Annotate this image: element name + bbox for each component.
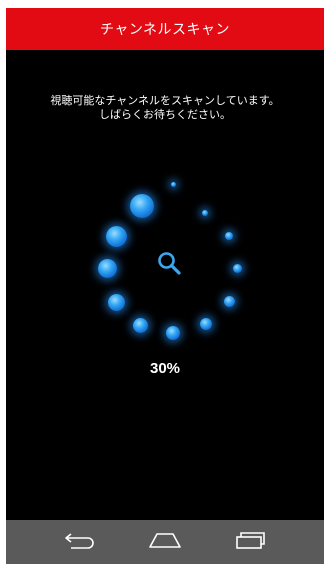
spinner-dot <box>233 264 242 273</box>
spinner-dot <box>200 318 212 330</box>
scan-message-line-2: しばらくお待ちください。 <box>99 108 231 121</box>
home-icon <box>148 530 182 554</box>
spinner-dot <box>98 259 117 278</box>
recent-apps-icon <box>233 530 267 554</box>
scan-message-line-1: 視聴可能なチャンネルをスキャンしています。 <box>50 94 280 107</box>
spinner-dot <box>108 294 125 311</box>
system-nav-bar <box>6 520 324 564</box>
spinner-dot <box>106 226 127 247</box>
scan-progress-percent: 30% <box>149 360 181 377</box>
app-screen: チャンネルスキャン 視聴可能なチャンネルをスキャンしています。 しばらくお待ちく… <box>6 8 324 564</box>
search-icon <box>156 250 182 276</box>
recent-apps-button[interactable] <box>220 520 280 564</box>
home-button[interactable] <box>135 520 195 564</box>
spinner-dot <box>224 296 235 307</box>
spinner-dot <box>171 182 176 187</box>
scan-spinner <box>6 168 324 358</box>
back-button[interactable] <box>50 520 110 564</box>
spinner-dot <box>225 232 233 240</box>
back-icon <box>63 530 97 554</box>
page-title: チャンネルスキャン <box>99 22 231 38</box>
scan-message: 視聴可能なチャンネルをスキャンしています。 しばらくお待ちください。 <box>6 94 324 122</box>
spinner-dot <box>133 318 148 333</box>
spinner-dot <box>166 326 180 340</box>
spinner-dot <box>202 210 208 216</box>
title-bar: チャンネルスキャン <box>6 8 324 50</box>
spinner-dot <box>130 194 154 218</box>
